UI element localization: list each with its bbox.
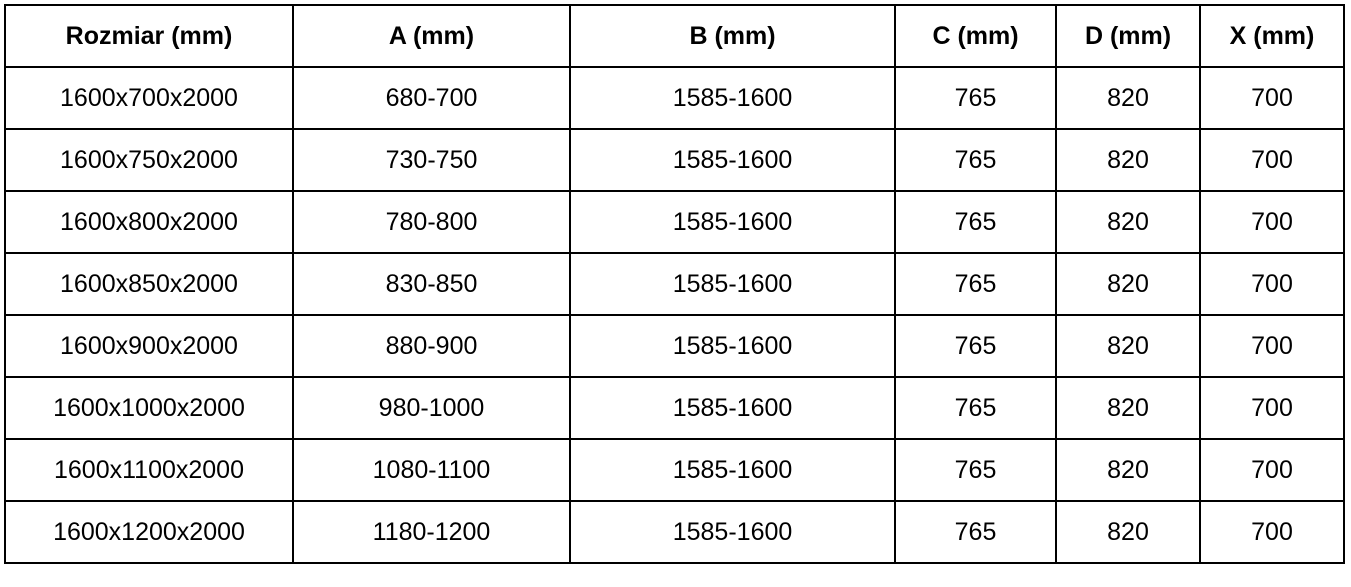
cell-a: 980-1000 — [292, 376, 571, 440]
cell-c: 765 — [894, 314, 1057, 378]
cell-a: 680-700 — [292, 66, 571, 130]
cell-d: 820 — [1055, 252, 1201, 316]
cell-c: 765 — [894, 376, 1057, 440]
table-row: 1600x850x2000 830-850 1585-1600 765 820 700 — [4, 252, 1345, 316]
cell-a: 780-800 — [292, 190, 571, 254]
cell-d: 820 — [1055, 314, 1201, 378]
cell-x: 700 — [1199, 252, 1345, 316]
table-row: 1600x1200x2000 1180-1200 1585-1600 765 820 70… — [4, 500, 1345, 564]
cell-b: 1585-1600 — [569, 66, 896, 130]
cell-b: 1585-1600 — [569, 438, 896, 502]
cell-d: 820 — [1055, 128, 1201, 192]
cell-c: 765 — [894, 500, 1057, 564]
header-a: A (mm) — [292, 4, 571, 68]
cell-b: 1585-1600 — [569, 252, 896, 316]
cell-b: 1585-1600 — [569, 500, 896, 564]
cell-c: 765 — [894, 438, 1057, 502]
cell-c: 765 — [894, 128, 1057, 192]
header-size: Rozmiar (mm) — [4, 4, 294, 68]
cell-a: 1080-1100 — [292, 438, 571, 502]
header-x: X (mm) — [1199, 4, 1345, 68]
cell-b: 1585-1600 — [569, 314, 896, 378]
table-row: 1600x800x2000 780-800 1585-1600 765 820 700 — [4, 190, 1345, 254]
cell-size: 1600x1100x2000 — [4, 438, 294, 502]
table-row: 1600x1100x2000 1080-1100 1585-1600 765 820 70… — [4, 438, 1345, 502]
table-row: 1600x750x2000 730-750 1585-1600 765 820 700 — [4, 128, 1345, 192]
cell-a: 830-850 — [292, 252, 571, 316]
cell-b: 1585-1600 — [569, 376, 896, 440]
cell-x: 700 — [1199, 66, 1345, 130]
header-b: B (mm) — [569, 4, 896, 68]
header-row: Rozmiar (mm) A (mm) B (mm) C (mm) D (mm) X (m… — [4, 4, 1345, 68]
header-d: D (mm) — [1055, 4, 1201, 68]
cell-size: 1600x750x2000 — [4, 128, 294, 192]
cell-size: 1600x900x2000 — [4, 314, 294, 378]
cell-d: 820 — [1055, 376, 1201, 440]
cell-d: 820 — [1055, 66, 1201, 130]
cell-a: 1180-1200 — [292, 500, 571, 564]
cell-c: 765 — [894, 252, 1057, 316]
cell-size: 1600x700x2000 — [4, 66, 294, 130]
cell-x: 700 — [1199, 128, 1345, 192]
cell-a: 730-750 — [292, 128, 571, 192]
cell-x: 700 — [1199, 190, 1345, 254]
cell-x: 700 — [1199, 438, 1345, 502]
cell-size: 1600x1000x2000 — [4, 376, 294, 440]
cell-c: 765 — [894, 190, 1057, 254]
table-row: 1600x700x2000 680-700 1585-1600 765 820 700 — [4, 66, 1345, 130]
header-c: C (mm) — [894, 4, 1057, 68]
cell-size: 1600x850x2000 — [4, 252, 294, 316]
cell-b: 1585-1600 — [569, 128, 896, 192]
cell-d: 820 — [1055, 438, 1201, 502]
cell-size: 1600x1200x2000 — [4, 500, 294, 564]
cell-d: 820 — [1055, 190, 1201, 254]
dimensions-table: Rozmiar (mm) A (mm) B (mm) C (mm) D (mm) X (m… — [4, 4, 1345, 564]
table-row: 1600x1000x2000 980-1000 1585-1600 765 820 700 — [4, 376, 1345, 440]
table-row: 1600x900x2000 880-900 1585-1600 765 820 700 — [4, 314, 1345, 378]
cell-d: 820 — [1055, 500, 1201, 564]
cell-b: 1585-1600 — [569, 190, 896, 254]
cell-c: 765 — [894, 66, 1057, 130]
cell-a: 880-900 — [292, 314, 571, 378]
cell-x: 700 — [1199, 376, 1345, 440]
cell-x: 700 — [1199, 500, 1345, 564]
cell-size: 1600x800x2000 — [4, 190, 294, 254]
cell-x: 700 — [1199, 314, 1345, 378]
